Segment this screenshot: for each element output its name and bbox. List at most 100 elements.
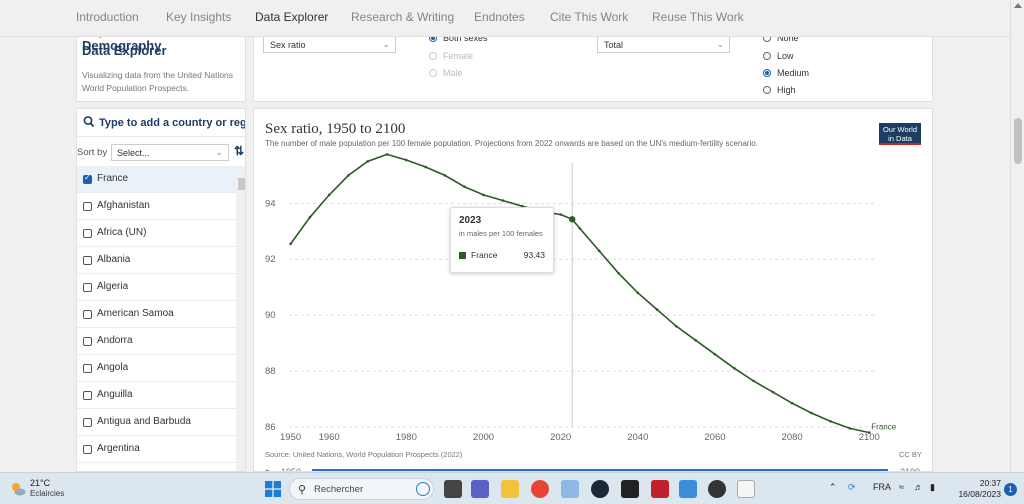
nav-reuse-this-work[interactable]: Reuse This Work bbox=[652, 10, 744, 24]
sort-dropdown[interactable]: Select... ⌄ bbox=[111, 144, 229, 161]
country-list-item[interactable]: Africa (UN) bbox=[77, 220, 237, 247]
checkbox-icon[interactable] bbox=[83, 283, 92, 292]
data-point bbox=[405, 158, 408, 162]
snipping-tool-icon[interactable] bbox=[737, 480, 755, 498]
country-search[interactable]: Type to add a country or regio bbox=[77, 109, 246, 137]
photos-icon[interactable] bbox=[561, 480, 579, 498]
country-list-item[interactable]: Argentina bbox=[77, 436, 237, 463]
y-tick-label: 92 bbox=[265, 254, 276, 265]
windows-start-icon[interactable] bbox=[265, 481, 281, 497]
country-list-item[interactable]: Anguilla bbox=[77, 382, 237, 409]
checkbox-icon[interactable] bbox=[83, 391, 92, 400]
metric-dropdown[interactable]: Sex ratio ⌄ bbox=[263, 35, 396, 53]
chrome-icon[interactable] bbox=[531, 480, 549, 498]
chart-license[interactable]: CC BY bbox=[899, 450, 922, 459]
partly-sunny-icon[interactable] bbox=[10, 481, 26, 497]
data-point bbox=[655, 308, 659, 311]
radio-male[interactable]: Male bbox=[429, 68, 463, 78]
nav-key-insights[interactable]: Key Insights bbox=[166, 10, 232, 24]
country-name: Algeria bbox=[97, 281, 129, 292]
volume-icon[interactable]: ♬ bbox=[914, 482, 923, 492]
tooltip-entity: France bbox=[471, 250, 498, 260]
country-name: Andorra bbox=[97, 335, 133, 346]
country-list-item[interactable]: France bbox=[77, 166, 237, 193]
nav-introduction[interactable]: Introduction bbox=[76, 10, 139, 24]
steam-icon[interactable] bbox=[591, 480, 609, 498]
checkbox-icon[interactable] bbox=[83, 445, 92, 454]
radio-projection-high[interactable]: High bbox=[763, 85, 796, 95]
explorer-title-line2: Data Explorer bbox=[82, 43, 167, 58]
chart-source[interactable]: Source: United Nations, World Population… bbox=[265, 450, 463, 459]
country-name: Albania bbox=[97, 254, 131, 265]
page-scroll-thumb[interactable] bbox=[1014, 118, 1022, 164]
country-list-item[interactable]: Algeria bbox=[77, 274, 237, 301]
checkbox-icon[interactable] bbox=[83, 337, 92, 346]
nav-data-explorer[interactable]: Data Explorer bbox=[255, 10, 329, 24]
tooltip-swatch bbox=[459, 252, 466, 259]
x-tick-label: 2020 bbox=[550, 432, 571, 443]
page-scrollbar[interactable] bbox=[1010, 0, 1024, 472]
radio-female[interactable]: Female bbox=[429, 51, 473, 61]
checkbox-icon[interactable] bbox=[83, 364, 92, 373]
clock-time[interactable]: 20:37 bbox=[979, 478, 1001, 488]
x-tick-label: 2060 bbox=[704, 432, 725, 443]
task-view-icon[interactable] bbox=[444, 480, 462, 498]
data-point bbox=[848, 427, 852, 430]
notification-badge[interactable]: 1 bbox=[1004, 483, 1017, 496]
scroll-up-arrow-icon[interactable] bbox=[1014, 3, 1022, 8]
country-list-scrollbar[interactable] bbox=[236, 166, 245, 471]
country-list-item[interactable]: Andorra bbox=[77, 328, 237, 355]
wifi-icon[interactable]: ≈ bbox=[899, 482, 904, 492]
data-point bbox=[771, 390, 775, 394]
checkbox-icon[interactable] bbox=[83, 229, 92, 238]
chat-icon[interactable] bbox=[471, 480, 489, 498]
checkbox-checked-icon[interactable] bbox=[83, 173, 92, 184]
country-list-item[interactable]: Afghanistan bbox=[77, 193, 237, 220]
tray-sync-icon[interactable]: ⟳ bbox=[848, 482, 856, 492]
battery-icon[interactable]: ▮ bbox=[930, 482, 935, 492]
checkbox-icon[interactable] bbox=[83, 418, 92, 427]
y-tick-label: 88 bbox=[265, 366, 276, 377]
data-point bbox=[385, 153, 389, 156]
taskbar-search[interactable]: ⚲ Rechercher bbox=[289, 478, 434, 500]
country-list-item[interactable]: Angola bbox=[77, 355, 237, 382]
line-chart[interactable]: 86 88 90 92 94 1950 1960 1980 2000 2020 2040 2060 20… bbox=[254, 109, 933, 472]
section-nav: Introduction Key Insights Data Explorer … bbox=[0, 0, 1010, 37]
sort-order-icon[interactable]: ⇅ bbox=[234, 144, 245, 158]
notepad-icon[interactable] bbox=[679, 480, 697, 498]
country-list-scroll-thumb[interactable] bbox=[238, 178, 245, 190]
nav-research-writing[interactable]: Research & Writing bbox=[351, 10, 455, 24]
radio-projection-low[interactable]: Low bbox=[763, 51, 794, 61]
flash-icon[interactable] bbox=[651, 480, 669, 498]
owid-logo[interactable]: Our World in Data bbox=[879, 123, 921, 145]
nav-endnotes[interactable]: Endnotes bbox=[474, 10, 525, 24]
xbox-icon[interactable] bbox=[621, 480, 639, 498]
country-list-item[interactable]: American Samoa bbox=[77, 301, 237, 328]
search-input[interactable]: Type to add a country or regio bbox=[99, 117, 246, 129]
checkbox-icon[interactable] bbox=[83, 256, 92, 265]
radio-dot bbox=[763, 69, 771, 77]
weather-temperature[interactable]: 21°C bbox=[30, 478, 51, 488]
country-list-item[interactable]: Antigua and Barbuda bbox=[77, 409, 237, 436]
nav-cite-this-work[interactable]: Cite This Work bbox=[550, 10, 629, 24]
x-tick-label: 1960 bbox=[319, 432, 340, 443]
age-dropdown[interactable]: Total ⌄ bbox=[597, 35, 730, 53]
logo-line1: Our World bbox=[882, 125, 918, 134]
weather-condition[interactable]: Eclaircies bbox=[30, 489, 65, 498]
country-name: Afghanistan bbox=[97, 200, 150, 211]
davinci-icon[interactable] bbox=[708, 480, 726, 498]
chevron-down-icon: ⌄ bbox=[215, 147, 223, 157]
series-line bbox=[289, 153, 870, 434]
series-end-label: France bbox=[871, 423, 896, 432]
radio-label: High bbox=[777, 85, 796, 95]
clock-date[interactable]: 16/08/2023 bbox=[958, 489, 1001, 499]
tray-chevron-up-icon[interactable]: ⌃ bbox=[829, 482, 837, 492]
language-indicator[interactable]: FRA bbox=[873, 482, 891, 492]
checkbox-icon[interactable] bbox=[83, 202, 92, 211]
country-list-item[interactable]: Albania bbox=[77, 247, 237, 274]
data-point bbox=[675, 325, 678, 328]
checkbox-icon[interactable] bbox=[83, 310, 92, 319]
file-explorer-icon[interactable] bbox=[501, 480, 519, 498]
data-point bbox=[713, 353, 717, 356]
radio-projection-medium[interactable]: Medium bbox=[763, 68, 809, 78]
